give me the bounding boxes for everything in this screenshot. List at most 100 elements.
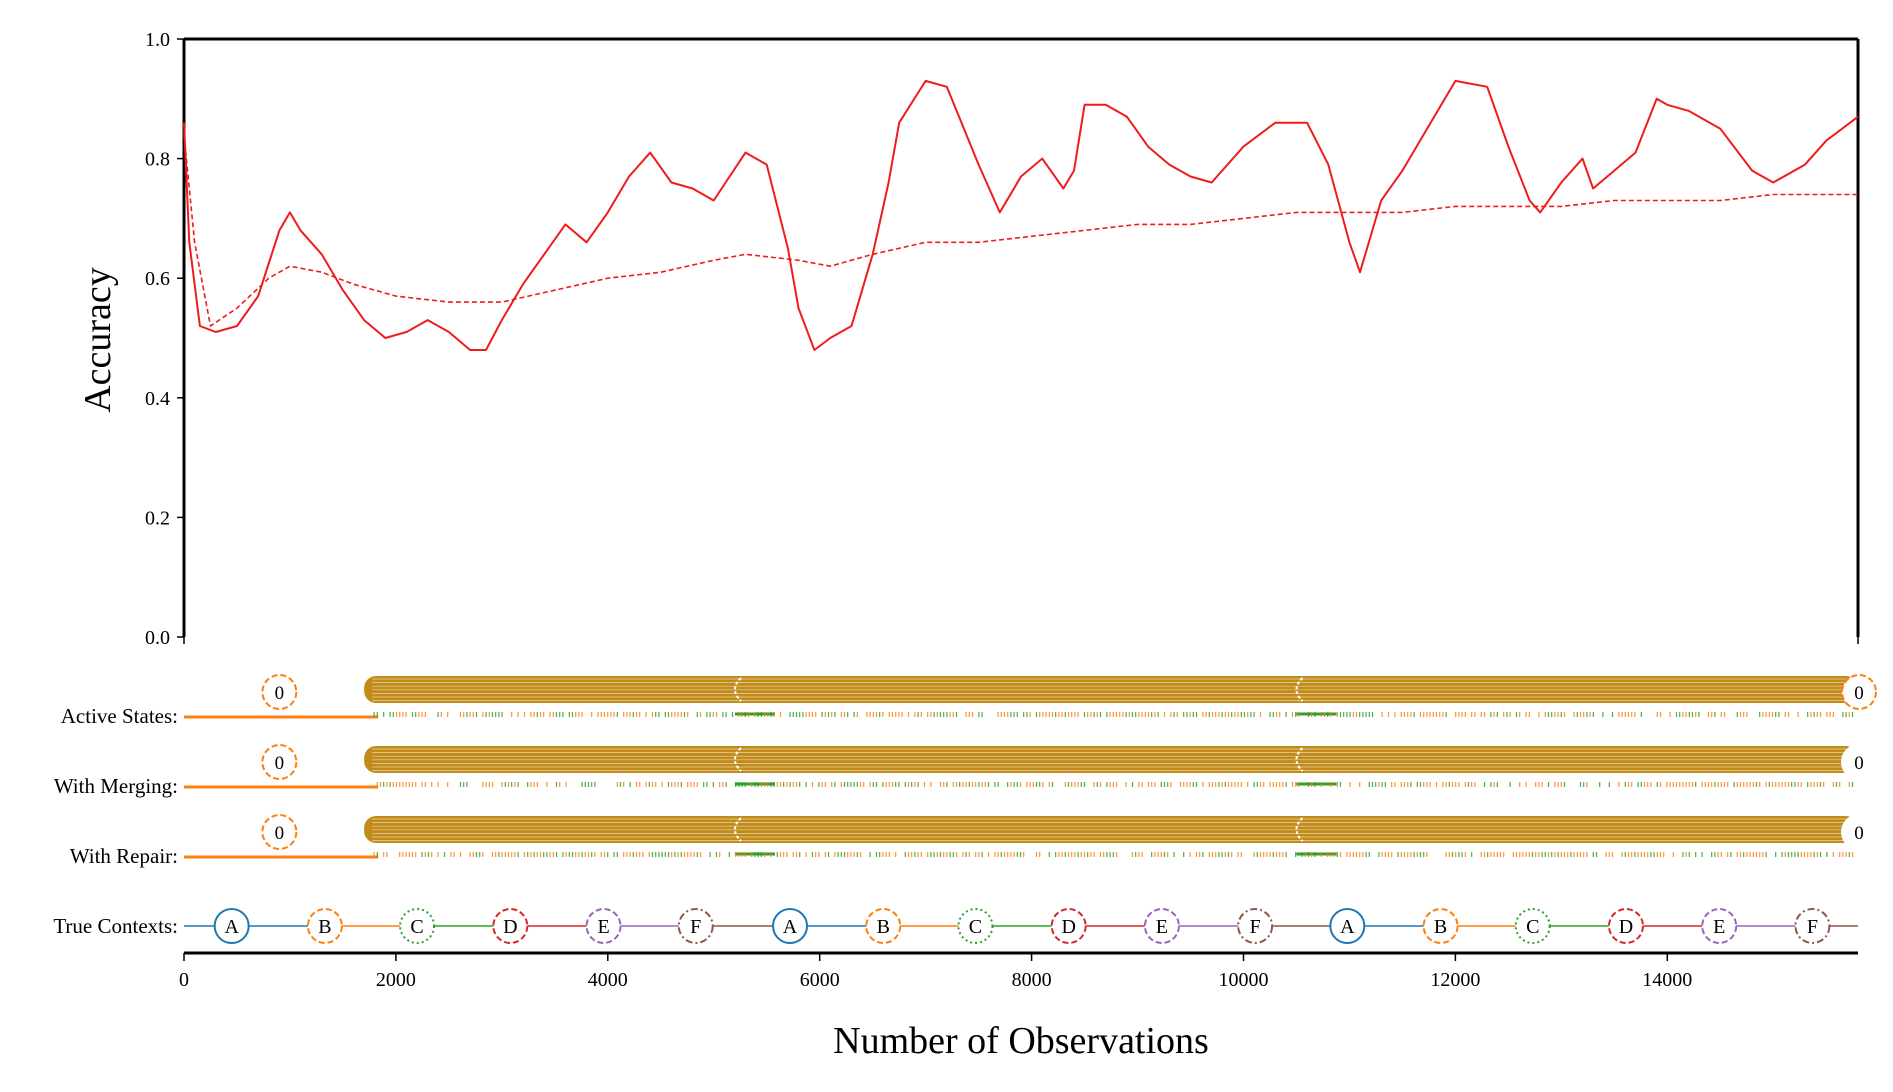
x-tick-label: 14000 xyxy=(1642,969,1692,991)
start-state-marker-text: 0 xyxy=(275,823,285,844)
context-marker-e: E xyxy=(1143,908,1180,944)
context-marker-f: F xyxy=(1794,908,1831,944)
context-break-marker xyxy=(1295,817,1304,842)
state-row-label: Active States: xyxy=(61,704,178,728)
context-marker-e-text: E xyxy=(1713,916,1725,938)
context-marker-d-text: D xyxy=(503,916,517,938)
context-break-marker xyxy=(1295,747,1304,772)
true-contexts-panel: True Contexts: A B C D E F A B C D E F A B C D E F xyxy=(53,908,1858,944)
context-marker-a-text: A xyxy=(1340,916,1355,938)
start-state-marker-circle xyxy=(261,814,298,850)
context-break-marker xyxy=(1295,677,1304,702)
context-marker-a-circle xyxy=(213,908,250,944)
state-row-label: With Repair: xyxy=(70,844,178,868)
context-marker-e: E xyxy=(1701,908,1738,944)
x-tick-label: 0 xyxy=(179,969,189,991)
state-row: Active States: 0 0 xyxy=(61,674,1877,728)
context-marker-e: E xyxy=(585,908,622,944)
context-break-marker xyxy=(733,677,742,702)
start-state-marker-text: 0 xyxy=(275,753,285,774)
context-marker-d: D xyxy=(1050,908,1087,944)
state-rows-panel: Active States: 0 0 With Merging: 0 0 With Repa… xyxy=(54,674,1877,868)
y-tick-label: 1.0 xyxy=(145,29,170,51)
context-marker-f: F xyxy=(1237,908,1274,944)
context-marker-a-circle xyxy=(772,908,809,944)
end-state-marker-text: 0 xyxy=(1854,683,1864,704)
end-state-marker: 0 xyxy=(1841,674,1877,710)
context-marker-c: C xyxy=(1514,908,1551,944)
context-marker-d: D xyxy=(1607,908,1644,944)
context-marker-c-text: C xyxy=(1526,916,1539,938)
context-marker-c: C xyxy=(399,908,436,944)
context-marker-b-text: B xyxy=(318,916,331,938)
context-marker-f-circle xyxy=(1237,908,1274,944)
y-tick-label: 0.6 xyxy=(145,268,170,290)
context-marker-b-circle xyxy=(865,908,902,944)
green-ticks xyxy=(383,782,1854,787)
start-state-marker: 0 xyxy=(261,814,298,850)
context-marker-c-text: C xyxy=(969,916,982,938)
end-state-marker-circle xyxy=(1841,744,1877,780)
state-noise-ticks xyxy=(376,782,1854,787)
band-stripes xyxy=(372,748,1854,771)
context-marker-a-text: A xyxy=(224,916,239,938)
context-marker-f-text: F xyxy=(1250,916,1261,938)
context-break-marker xyxy=(733,747,742,772)
band-stripes xyxy=(372,678,1854,701)
x-tick-label: 8000 xyxy=(1012,969,1052,991)
context-marker-d-circle xyxy=(1050,908,1087,944)
start-state-marker-circle xyxy=(261,674,298,710)
y-tick-label: 0.2 xyxy=(145,507,170,529)
context-marker-a-circle xyxy=(1329,908,1366,944)
y-axis-title: Accuracy xyxy=(77,267,119,413)
start-state-marker-text: 0 xyxy=(275,683,285,704)
orange-ticks xyxy=(376,782,1850,787)
state-row-label: With Merging: xyxy=(54,774,178,798)
y-tick-label: 0.8 xyxy=(145,149,170,171)
context-marker-e-circle xyxy=(1701,908,1738,944)
x-tick-label: 4000 xyxy=(588,969,628,991)
context-marker-b-circle xyxy=(306,908,343,944)
x-axis: 0 2000 4000 6000 8000 10000 12000 14000 xyxy=(179,951,1858,991)
context-marker-a-text: A xyxy=(783,916,798,938)
accuracy-series-dashed xyxy=(183,134,1858,327)
context-marker-c: C xyxy=(957,908,994,944)
start-state-marker-circle xyxy=(261,744,298,780)
context-marker-e-circle xyxy=(1143,908,1180,944)
context-marker-f-text: F xyxy=(1807,916,1818,938)
x-axis-title: Number of Observations xyxy=(833,1020,1209,1062)
context-marker-b-text: B xyxy=(877,916,890,938)
accuracy-panel: 0.0 0.2 0.4 0.6 0.8 1.0 xyxy=(145,29,1860,649)
context-marker-c-circle xyxy=(399,908,436,944)
context-marker-a: A xyxy=(772,908,809,944)
context-marker-e-text: E xyxy=(597,916,609,938)
x-tick-label: 10000 xyxy=(1218,969,1268,991)
true-contexts-label: True Contexts: xyxy=(53,914,178,938)
context-marker-f-circle xyxy=(1794,908,1831,944)
context-marker-b-circle xyxy=(1422,908,1459,944)
context-marker-d-text: D xyxy=(1619,916,1633,938)
context-marker-a: A xyxy=(1329,908,1366,944)
context-break-marker xyxy=(733,817,742,842)
band-stripes xyxy=(372,818,1854,841)
context-marker-a: A xyxy=(213,908,250,944)
orange-ticks xyxy=(373,852,1854,857)
context-marker-d-text: D xyxy=(1061,916,1075,938)
x-tick-label: 6000 xyxy=(800,969,840,991)
context-marker-c-text: C xyxy=(410,916,423,938)
end-state-marker-circle xyxy=(1841,814,1877,850)
context-marker-f: F xyxy=(677,908,714,944)
green-ticks xyxy=(376,852,1850,857)
y-tick-label: 0.4 xyxy=(145,388,170,410)
context-marker-e-circle xyxy=(585,908,622,944)
end-state-marker-text: 0 xyxy=(1854,823,1864,844)
context-marker-c-circle xyxy=(1514,908,1551,944)
start-state-marker: 0 xyxy=(261,674,298,710)
context-marker-d-circle xyxy=(492,908,529,944)
accuracy-series-solid xyxy=(183,79,1859,351)
end-state-marker: 0 xyxy=(1841,814,1877,850)
x-tick-label: 12000 xyxy=(1430,969,1480,991)
state-noise-ticks xyxy=(373,852,1854,857)
end-state-marker-text: 0 xyxy=(1854,753,1864,774)
